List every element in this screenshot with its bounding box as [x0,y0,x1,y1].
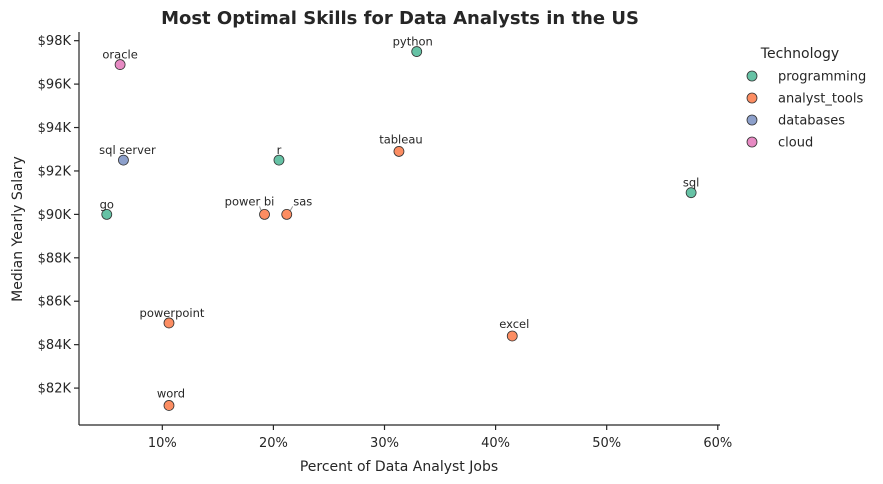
point-label: sql server [99,143,156,157]
data-point-sas [281,208,293,220]
legend-label: cloud [778,136,813,151]
x-tick-label: 50% [592,436,621,451]
y-tick-label: $88K [38,251,72,266]
y-tick-label: $86K [38,295,72,310]
data-points [101,46,697,411]
x-tick-label: 30% [370,436,399,451]
data-point-power-bi [259,208,270,220]
y-ticks: $82K $84K $86K $88K $90K $92K $94K $96K $98K [38,34,79,397]
data-point-python [411,46,423,57]
point-label: oracle [102,48,137,62]
data-point-sql [685,187,697,199]
legend-marker [746,92,758,104]
legend-label: analyst_tools [778,92,863,107]
x-tick-label: 60% [703,436,732,451]
data-point-go [101,208,113,220]
point-label: sql [683,176,700,190]
x-ticks: 10% 20% 30% 40% 50% 60% [148,425,732,451]
x-tick-label: 20% [259,436,288,451]
y-axis-label: Median Yearly Salary [10,156,26,302]
y-tick-label: $84K [38,338,72,353]
point-label: excel [499,317,529,331]
data-point-sql-server [118,154,129,166]
legend-label: databases [778,114,845,129]
data-point-tableau [393,146,405,157]
data-point-oracle [114,59,126,70]
y-tick-label: $82K [38,382,72,397]
point-label: power bi [225,194,275,208]
legend-marker [746,114,758,126]
y-tick-label: $96K [38,78,72,93]
legend-title: Technology [760,46,839,62]
legend-marker [746,70,758,82]
point-labels: python oracle tableau r sql server sql go power… [99,35,699,401]
point-label: sas [293,194,312,208]
y-tick-label: $92K [38,164,72,179]
legend: Technology programming analyst_toolsdatab… [746,46,866,151]
data-point-powerpoint [163,317,175,329]
data-point-r [273,154,285,166]
point-label: tableau [379,132,422,146]
point-label: r [277,143,282,157]
x-tick-label: 40% [481,436,510,451]
y-tick-label: $98K [38,34,72,49]
point-label: word [157,386,185,400]
legend-marker [746,136,758,148]
y-tick-label: $94K [38,121,72,136]
chart-title: Most Optimal Skills for Data Analysts in… [161,8,639,29]
point-label: powerpoint [140,306,205,320]
point-label: python [393,35,433,49]
legend-label: programming [778,70,866,85]
point-label: go [100,197,114,211]
x-tick-label: 10% [148,436,177,451]
x-axis-label: Percent of Data Analyst Jobs [300,459,498,475]
data-point-excel [506,330,518,342]
y-tick-label: $90K [38,208,72,223]
data-point-word [163,400,175,411]
